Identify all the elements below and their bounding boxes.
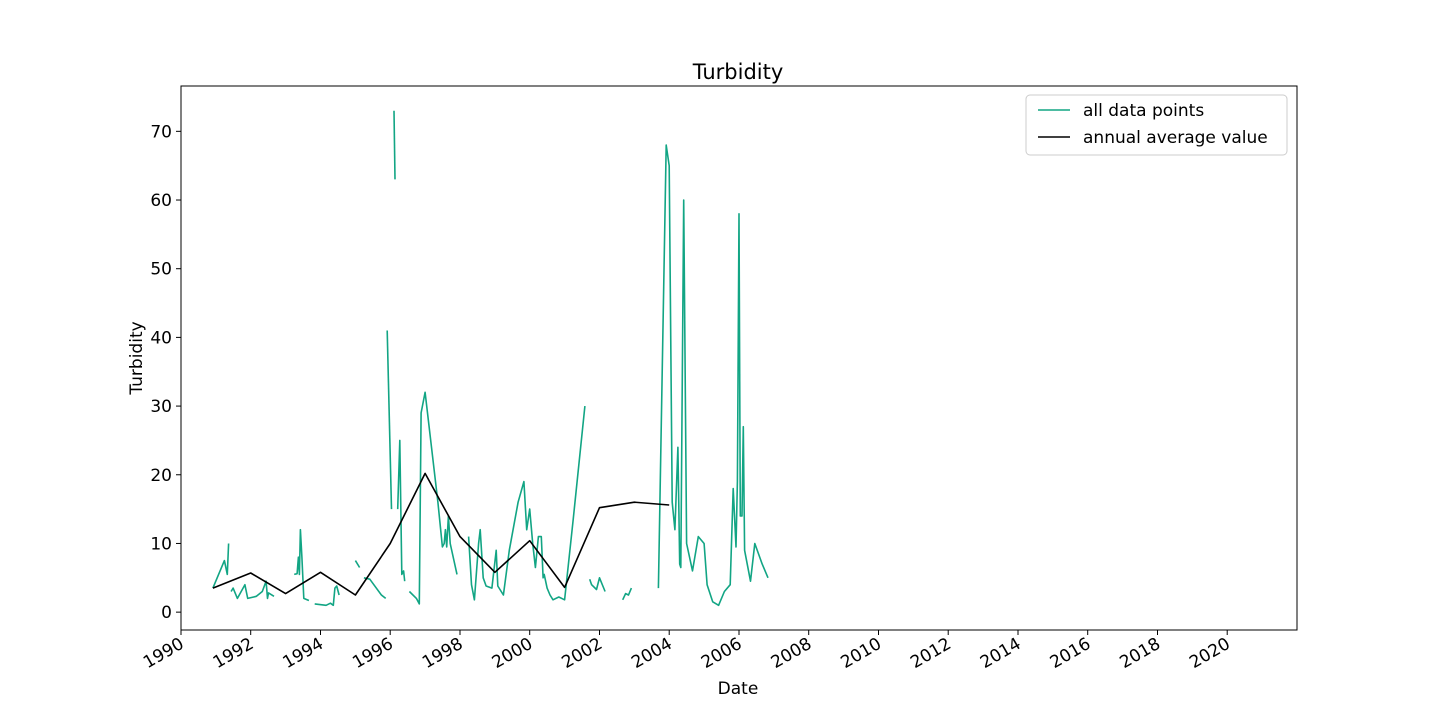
legend-label-annual-average-value: annual average value — [1083, 128, 1268, 148]
series-all-data-points-segment-10 — [467, 406, 586, 601]
y-tick-label: 60 — [150, 191, 172, 211]
plot-area — [212, 110, 769, 607]
series-all-data-points-segment-12 — [621, 587, 633, 601]
series-annual-average-value-line — [212, 472, 670, 596]
y-tick-label: 20 — [150, 466, 172, 486]
y-tick-label: 50 — [150, 260, 172, 280]
series-all-data-points-segment-13 — [657, 144, 769, 607]
x-axis-label: Date — [718, 679, 759, 699]
legend-box — [1025, 94, 1288, 156]
series-all-data-points-segment-6 — [386, 330, 393, 510]
series-all-data-points-segment-3 — [314, 585, 340, 607]
y-axis: 0 10 20 30 40 50 60 70 — [150, 122, 181, 623]
series-all-data-points-segment-0 — [212, 543, 230, 589]
y-tick-label: 0 — [161, 603, 172, 623]
y-tick-label: 10 — [150, 534, 172, 554]
y-tick-label: 40 — [150, 328, 172, 348]
series-all-data-points-segment-8 — [396, 439, 406, 582]
y-tick-label: 70 — [150, 122, 172, 142]
series-all-data-points-segment-4 — [354, 560, 361, 568]
series-all-data-points-segment-11 — [588, 576, 606, 592]
chart-title: Turbidity — [692, 60, 784, 84]
legend-label-all-data-points: all data points — [1083, 101, 1204, 121]
plot-frame — [180, 85, 1298, 631]
series-all-data-points-segment-2 — [294, 528, 310, 602]
series-all-data-points-segment-7 — [393, 110, 396, 180]
series-all-data-points-segment-1 — [230, 580, 275, 600]
y-axis-label: Turbidity — [127, 321, 147, 395]
legend: all data points annual average value — [1025, 94, 1288, 156]
y-tick-label: 30 — [150, 397, 172, 417]
